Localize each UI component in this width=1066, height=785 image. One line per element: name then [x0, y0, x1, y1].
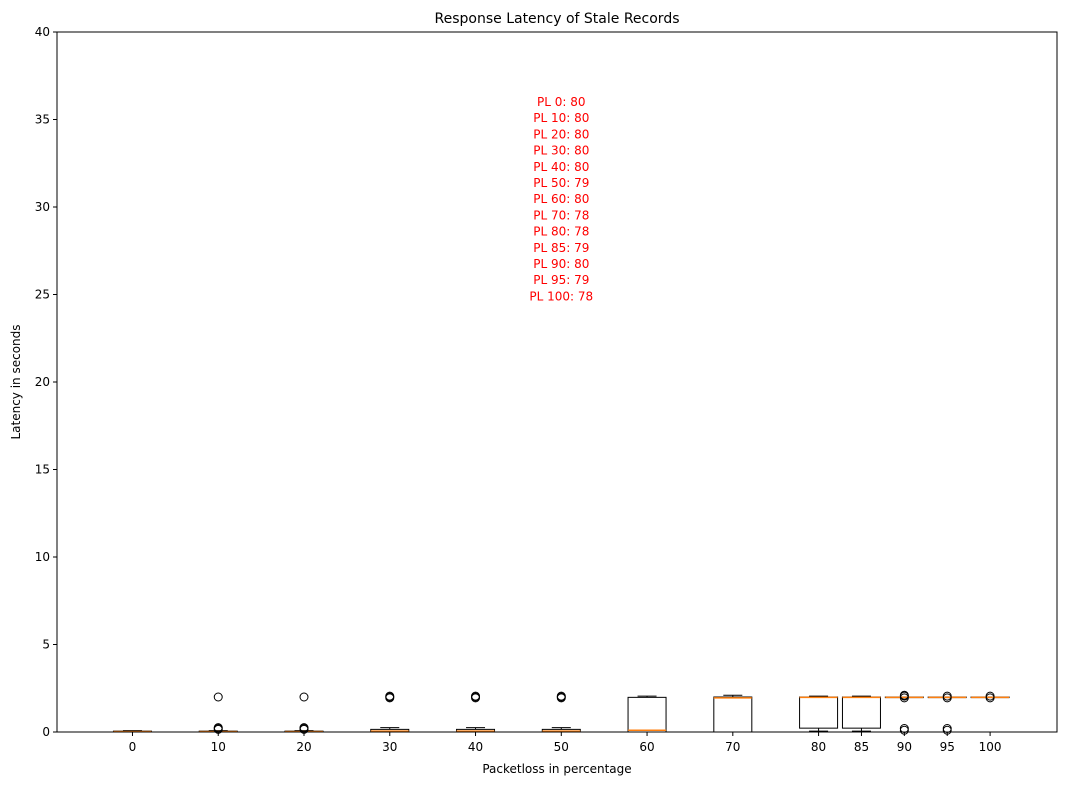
chart-title: Response Latency of Stale Records	[435, 11, 680, 27]
annotation-line: PL 20: 80	[533, 127, 589, 141]
y-tick-label: 25	[35, 288, 50, 302]
box-80	[799, 695, 839, 732]
y-tick-label: 5	[42, 638, 50, 652]
x-tick-label: 50	[554, 740, 569, 754]
y-axis-label: Latency in seconds	[9, 324, 23, 439]
x-tick-label: 80	[811, 740, 826, 754]
box-95	[927, 691, 967, 735]
outlier-point	[556, 691, 566, 701]
y-axis: 0 5 10 15 20 25 30 35 40	[35, 25, 57, 739]
x-tick-label: 85	[854, 740, 869, 754]
annotation-line: PL 80: 78	[533, 225, 589, 239]
x-tick-label: 20	[296, 740, 311, 754]
outlier-point	[899, 690, 909, 700]
annotation-line: PL 10: 80	[533, 111, 589, 125]
y-tick-label: 35	[35, 113, 50, 127]
x-tick-label: 40	[468, 740, 483, 754]
x-tick-label: 100	[979, 740, 1002, 754]
x-tick-label: 95	[940, 740, 955, 754]
packet-count-annotation: PL 0: 80 PL 10: 80 PL 20: 80 PL 30: 80 PL 40…	[529, 95, 593, 303]
outlier-point	[471, 691, 481, 701]
x-tick-label: 90	[897, 740, 912, 754]
annotation-line: PL 0: 80	[537, 95, 586, 109]
annotation-line: PL 50: 79	[533, 176, 589, 190]
outlier-point	[942, 691, 952, 701]
x-tick-label: 30	[382, 740, 397, 754]
annotation-line: PL 90: 80	[533, 257, 589, 271]
outlier-point	[985, 691, 995, 701]
box-30	[370, 691, 410, 733]
outlier-point	[299, 692, 309, 702]
annotation-line: PL 85: 79	[533, 241, 589, 255]
y-tick-label: 10	[35, 550, 50, 564]
outlier-point	[385, 691, 395, 701]
x-tick-label: 70	[725, 740, 740, 754]
y-tick-label: 30	[35, 200, 50, 214]
x-tick-label: 10	[211, 740, 226, 754]
annotation-line: PL 30: 80	[533, 144, 589, 158]
y-tick-label: 15	[35, 463, 50, 477]
annotation-line: PL 40: 80	[533, 160, 589, 174]
x-axis: 0 10 20 30 40 50 60 70 80 85 90 95 100	[129, 732, 1002, 754]
box-100	[970, 691, 1010, 703]
y-tick-label: 20	[35, 375, 50, 389]
box-90	[884, 690, 924, 735]
annotation-line: PL 100: 78	[529, 289, 593, 303]
box-85	[841, 695, 881, 732]
x-tick-label: 60	[639, 740, 654, 754]
annotation-line: PL 60: 80	[533, 192, 589, 206]
y-tick-label: 0	[42, 725, 50, 739]
x-axis-label: Packetloss in percentage	[482, 762, 631, 776]
outlier-point	[213, 692, 223, 702]
y-tick-label: 40	[35, 25, 50, 39]
x-tick-label: 0	[129, 740, 137, 754]
annotation-line: PL 70: 78	[533, 208, 589, 222]
annotation-line: PL 95: 79	[533, 273, 589, 287]
